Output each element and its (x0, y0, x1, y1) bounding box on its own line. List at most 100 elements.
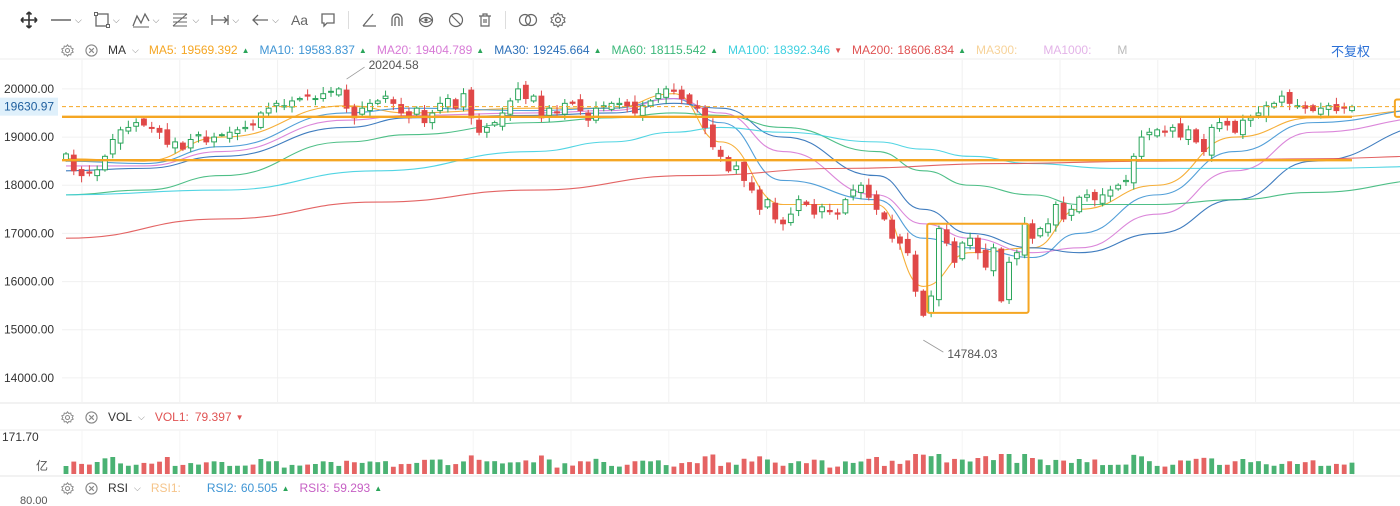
candle (1099, 188, 1106, 207)
volume-bar (1123, 464, 1129, 474)
arrow-up-icon: ▲ (281, 483, 290, 493)
text-tool-button[interactable]: Aa (285, 7, 314, 33)
candle (148, 121, 155, 133)
y-tick-label: 19000.00 (4, 130, 54, 144)
volume-bar (422, 459, 427, 474)
settings-icon[interactable] (60, 43, 74, 57)
line-tool-button[interactable]: ⌵ (44, 7, 88, 33)
note-tool-button[interactable] (314, 7, 342, 33)
volume-bar (850, 462, 856, 474)
candle (881, 211, 888, 221)
candle-body (257, 112, 264, 128)
candle (281, 99, 288, 111)
volume-bar (1310, 460, 1316, 474)
candle (273, 100, 280, 113)
hide-tool-button[interactable] (441, 7, 471, 33)
arrow-tool-button[interactable]: ⌵ (245, 7, 285, 33)
volume-bar (211, 461, 217, 474)
candle-body (943, 229, 950, 244)
candle (569, 100, 576, 106)
candle-body (554, 111, 560, 114)
candle-body (982, 249, 989, 268)
candle-body (897, 236, 903, 244)
candle (842, 197, 849, 215)
candle-body (483, 126, 490, 133)
ma-line-ma100 (65, 126, 1400, 196)
candle (164, 123, 171, 148)
fib-tool-button[interactable]: ⌵ (165, 7, 205, 33)
chevron-down-icon[interactable]: ⌵ (132, 44, 139, 55)
volume-bar (344, 460, 349, 474)
candle-body (515, 88, 521, 101)
volume-bar (726, 462, 731, 474)
volume-bar (1178, 460, 1183, 474)
trash-tool-button[interactable] (471, 7, 499, 33)
candle-body (1232, 120, 1239, 133)
candle (834, 208, 841, 220)
candle-body (250, 123, 256, 126)
compare-tool-button[interactable] (512, 7, 544, 33)
candle-body (1162, 130, 1168, 133)
candle-body (959, 242, 966, 260)
candle (733, 160, 740, 174)
move-tool-button[interactable] (14, 7, 44, 33)
toolbar-divider (505, 11, 507, 29)
chart-settings-button[interactable] (544, 7, 572, 33)
candle (226, 126, 233, 143)
candle-body (312, 98, 319, 101)
candle-body (1107, 189, 1114, 197)
candle (1052, 201, 1059, 232)
close-icon[interactable] (84, 410, 98, 424)
candle (109, 133, 116, 159)
rsi-indicator-name: RSI (108, 481, 129, 495)
pen-tool-button[interactable] (355, 7, 383, 33)
volume-bar (663, 465, 669, 474)
eye-tool-button[interactable] (411, 7, 441, 33)
close-icon[interactable] (84, 481, 98, 495)
volume-bar (531, 462, 537, 474)
candle-body (265, 107, 272, 114)
ma-line-ma5 (65, 93, 1400, 287)
magnet-tool-button[interactable] (383, 7, 411, 33)
candle-body (1310, 105, 1316, 112)
close-icon[interactable] (84, 43, 98, 57)
candle-body (569, 101, 576, 104)
pen-icon (362, 13, 377, 27)
volume-bar (616, 466, 622, 474)
pattern-tool-button[interactable]: ⌵ (126, 7, 166, 33)
volume-bar (320, 461, 326, 474)
candle-body (624, 101, 631, 107)
chevron-down-icon[interactable]: ⌵ (138, 411, 145, 422)
settings-icon (550, 12, 566, 28)
rsi-legend-value: 60.505 (240, 481, 278, 495)
candle-body (1278, 95, 1285, 103)
candle (359, 101, 366, 118)
candle-body (1239, 119, 1246, 136)
candle (1045, 218, 1051, 237)
candle (1006, 256, 1012, 304)
volume-bar (1185, 460, 1191, 474)
settings-icon[interactable] (60, 481, 74, 495)
chevron-down-icon[interactable]: ⌵ (134, 482, 141, 493)
candle (257, 111, 264, 130)
settings-icon[interactable] (60, 410, 74, 424)
candle-body (717, 149, 724, 157)
candle-body (1200, 138, 1207, 153)
rsi-legend-label: RSI1: (150, 481, 181, 495)
volume-bar (172, 465, 178, 474)
range-tool-button[interactable]: ⌵ (205, 7, 245, 33)
candle (156, 125, 163, 139)
candle-body (1224, 120, 1231, 126)
candle (850, 184, 857, 201)
volume-bar (804, 463, 809, 474)
fuquan-selector[interactable]: 不复权 (1330, 44, 1370, 59)
volume-bar (679, 463, 685, 474)
rect-tool-button[interactable]: ⌵ (88, 7, 126, 33)
y-tick-label: 15000.00 (4, 323, 54, 337)
volume-bar (500, 463, 505, 474)
volume-bar (920, 454, 926, 474)
candle-body (663, 88, 670, 98)
candle (1239, 114, 1246, 139)
candle (904, 232, 911, 256)
